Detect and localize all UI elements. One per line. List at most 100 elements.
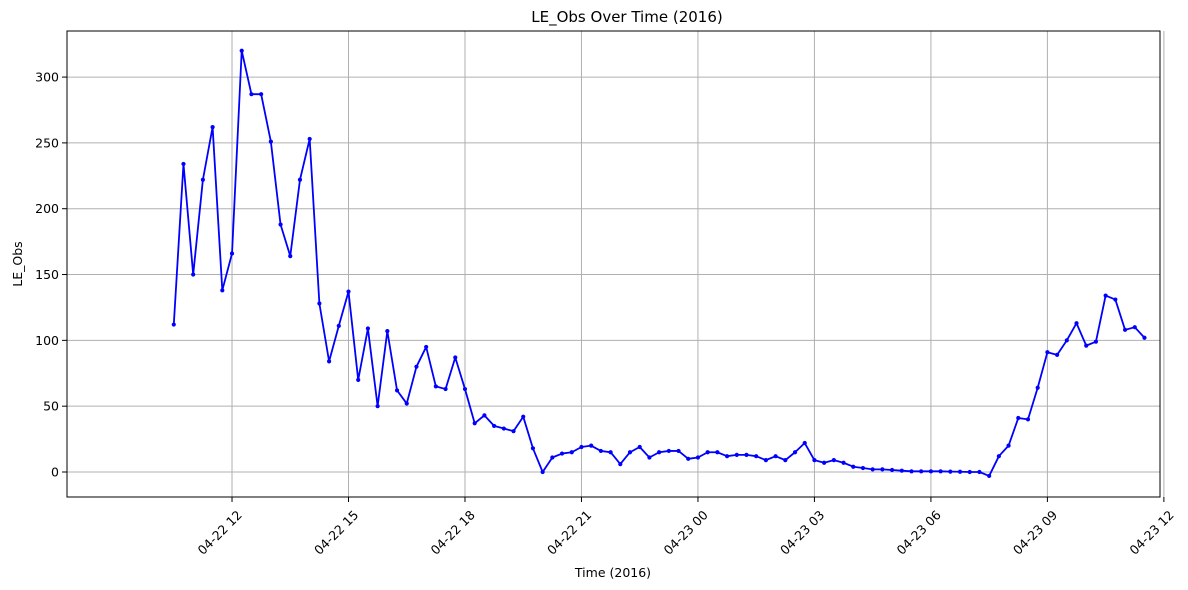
data-point	[1122, 327, 1128, 332]
data-point	[268, 139, 273, 144]
data-point	[666, 448, 671, 454]
data-point	[899, 468, 904, 473]
data-point	[734, 452, 739, 457]
data-point	[1084, 343, 1089, 348]
x-tick-label: 04-22 15	[311, 507, 361, 557]
data-point	[608, 450, 613, 455]
data-point	[686, 456, 691, 461]
grid	[67, 31, 1165, 497]
data-point	[453, 355, 458, 360]
data-point	[802, 440, 807, 446]
x-tick-label: 04-23 03	[777, 507, 827, 557]
y-tick-label: 50	[43, 399, 59, 414]
x-axis-label: Time (2016)	[574, 565, 651, 580]
data-point	[851, 464, 856, 469]
data-point	[647, 455, 652, 460]
data-point	[171, 322, 176, 327]
data-point	[1016, 415, 1021, 421]
data-point	[860, 465, 866, 471]
data-point	[589, 443, 594, 448]
data-point	[783, 458, 788, 463]
data-point	[1035, 385, 1040, 390]
data-point	[822, 460, 827, 465]
x-tick-label: 04-22 18	[428, 507, 478, 557]
data-point	[1093, 339, 1099, 344]
data-point	[550, 455, 555, 460]
data-point	[414, 364, 419, 369]
data-point	[1132, 325, 1137, 330]
data-point	[773, 454, 778, 459]
data-point	[229, 251, 235, 256]
data-point	[880, 467, 885, 472]
data-point	[482, 413, 487, 418]
data-point	[948, 469, 953, 474]
y-tick-label: 200	[35, 201, 59, 216]
data-point	[511, 429, 516, 434]
data-point	[307, 136, 312, 142]
data-point	[404, 401, 409, 406]
data-point	[705, 450, 710, 455]
data-point	[957, 469, 963, 474]
data-point	[433, 384, 438, 389]
y-tick-label: 100	[35, 333, 59, 348]
data-point	[559, 451, 565, 456]
data-point	[365, 326, 371, 331]
data-point	[521, 414, 526, 419]
data-point	[870, 467, 875, 472]
y-axis-label: LE_Obs	[10, 241, 25, 286]
data-point	[754, 454, 759, 459]
data-point	[472, 421, 477, 426]
plot-frame	[66, 30, 1161, 498]
y-tick-label: 300	[35, 70, 59, 85]
data-point	[394, 388, 400, 393]
data-point	[1074, 321, 1079, 326]
data-point	[928, 469, 934, 474]
data-point	[191, 272, 196, 277]
data-point	[1113, 297, 1118, 302]
data-point	[501, 426, 506, 431]
data-point	[1055, 352, 1060, 357]
data-point	[967, 469, 972, 475]
series-line	[172, 49, 1146, 477]
data-point	[492, 423, 497, 429]
x-tick-label: 04-22 12	[195, 507, 245, 557]
data-point	[695, 455, 701, 460]
data-point	[462, 386, 468, 392]
data-point	[812, 458, 817, 463]
data-point	[530, 446, 536, 451]
data-point	[724, 454, 730, 459]
data-point	[424, 344, 429, 350]
data-point	[1006, 443, 1011, 448]
data-point	[1045, 350, 1050, 355]
data-point	[317, 301, 322, 306]
series-layer	[171, 48, 1147, 479]
data-point	[598, 448, 603, 454]
x-tick-label: 04-22 21	[544, 507, 594, 557]
data-point	[579, 444, 584, 450]
x-tick-label: 04-23 00	[661, 507, 711, 557]
data-point	[220, 288, 225, 293]
data-point	[181, 161, 186, 167]
data-point	[889, 467, 895, 473]
data-point	[996, 454, 1001, 459]
data-point	[987, 473, 992, 479]
y-axis: 0 50 100 150 200 250 300	[35, 70, 67, 479]
data-point	[618, 461, 623, 467]
data-point	[657, 450, 662, 455]
data-point	[1103, 293, 1108, 298]
chart-title: LE_Obs Over Time (2016)	[531, 8, 722, 27]
data-point	[1064, 338, 1069, 343]
data-point	[637, 444, 642, 450]
data-point	[239, 48, 244, 53]
data-point	[715, 450, 720, 455]
data-point	[919, 469, 924, 474]
data-point	[249, 92, 254, 97]
data-point	[744, 452, 749, 457]
y-tick-label: 150	[35, 267, 59, 282]
x-tick-label: 04-23 12	[1126, 507, 1176, 557]
data-point	[569, 450, 574, 455]
x-axis: 04-22 12 04-22 15 04-22 18 04-22 21 04-23 00…	[195, 497, 1177, 558]
data-point	[278, 222, 283, 227]
data-point	[841, 460, 846, 465]
